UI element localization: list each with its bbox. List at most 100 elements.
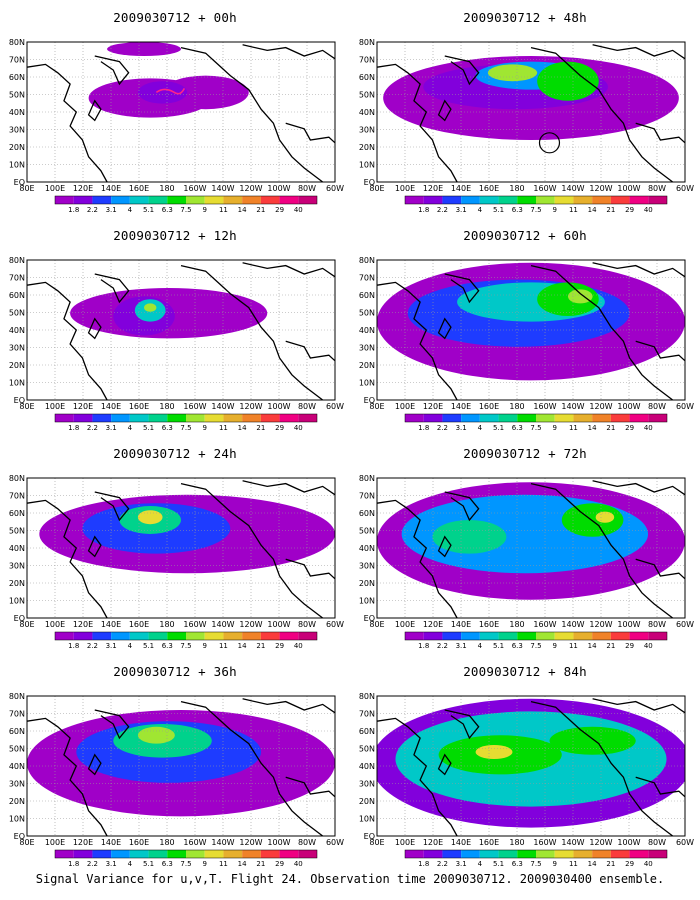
lat-tick-label: 80N: [9, 692, 25, 701]
coastline: [94, 709, 130, 740]
colorbar-swatch: [111, 632, 130, 640]
coastline: [242, 44, 336, 60]
panel-title: 2009030712 + 48h: [463, 10, 587, 25]
lat-tick-label: 10N: [9, 815, 25, 824]
colorbar-label: 4: [128, 206, 133, 214]
colorbar-label: 14: [238, 860, 247, 868]
lon-tick-label: 80E: [369, 620, 384, 629]
lon-tick-label: 140W: [211, 184, 234, 193]
colorbar-label: 11: [219, 424, 228, 432]
lat-tick-label: 70N: [9, 56, 25, 65]
lat-tick-label: EQ: [364, 396, 375, 405]
panel-title: 2009030712 + 12h: [113, 228, 237, 243]
variance-region: [487, 64, 538, 82]
lon-tick-label: 100E: [45, 838, 65, 847]
coastlines: [26, 698, 336, 837]
variance-region: [144, 303, 157, 312]
colorbar-label: 9: [552, 424, 556, 432]
colorbar-swatch: [55, 196, 74, 204]
colorbar-swatch: [186, 850, 205, 858]
panel-title: 2009030712 + 60h: [463, 228, 587, 243]
colorbar-label: 40: [294, 860, 303, 868]
colorbar-label: 11: [219, 642, 228, 650]
colorbar-label: 1.8: [418, 424, 429, 432]
lon-tick-label: 80W: [298, 184, 316, 193]
panel-title: 2009030712 + 84h: [463, 664, 587, 679]
colorbar-swatch: [461, 196, 480, 204]
colorbar-label: 21: [606, 642, 615, 650]
variance-field: [377, 262, 685, 381]
colorbar-swatch: [554, 850, 574, 858]
map-panel: 2009030712 + 48h 80E 100E 120E 140E 160E 180 1…: [355, 0, 695, 218]
lat-tick-label: 80N: [9, 256, 25, 265]
coastline: [437, 753, 452, 776]
lon-tick-label: 140W: [561, 838, 584, 847]
colorbar-label: 29: [625, 860, 634, 868]
lat-tick-label: 60N: [359, 509, 375, 518]
lon-tick-label: 160E: [479, 184, 499, 193]
colorbar-swatch: [111, 196, 130, 204]
colorbar-label: 14: [588, 206, 597, 214]
colorbar-label: 7.5: [180, 860, 191, 868]
lon-tick-label: 160W: [183, 838, 206, 847]
colorbar-swatch: [442, 196, 462, 204]
colorbar-label: 14: [588, 424, 597, 432]
lat-tick-label: EQ: [14, 178, 25, 187]
map-frame: [376, 477, 686, 619]
colorbar-label: 3.1: [106, 206, 117, 214]
colorbar-swatch: [629, 414, 649, 422]
lat-tick-label: 10N: [359, 161, 375, 170]
colorbar-swatch: [573, 632, 593, 640]
colorbar-label: 6.3: [512, 424, 523, 432]
lat-tick-label: 40N: [9, 762, 25, 771]
colorbar-swatch: [517, 632, 536, 640]
colorbar-swatch: [479, 850, 499, 858]
colorbar-label: 21: [256, 424, 265, 432]
lon-tick-label: 100W: [617, 184, 640, 193]
colorbar-swatch: [223, 850, 243, 858]
colorbar-label: 2.2: [87, 860, 98, 868]
colorbar-frame: [54, 195, 318, 205]
coastline: [26, 499, 108, 619]
coastline: [180, 264, 324, 401]
colorbar-swatch: [573, 414, 593, 422]
colorbar-label: 21: [606, 424, 615, 432]
colorbar-frame: [54, 631, 318, 641]
coastline: [635, 340, 686, 362]
colorbar-swatch: [592, 196, 611, 204]
coastlines: [376, 698, 686, 837]
lon-tick-label: 160W: [533, 838, 556, 847]
lat-tick-label: EQ: [14, 396, 25, 405]
lat-tick-label: 20N: [359, 361, 375, 370]
colorbar-swatch: [92, 850, 112, 858]
lat-tick-label: 40N: [359, 544, 375, 553]
colorbar-label: 6.3: [162, 424, 173, 432]
variance-region: [162, 75, 249, 110]
lat-tick-label: 80N: [359, 474, 375, 483]
colorbar-swatch: [405, 632, 424, 640]
colorbar-label: 1.8: [418, 642, 429, 650]
lat-tick-label: 30N: [359, 562, 375, 571]
colorbar-swatch: [55, 414, 74, 422]
colorbar-swatch: [610, 850, 630, 858]
lat-tick-label: 40N: [9, 326, 25, 335]
colorbar-swatch: [242, 414, 261, 422]
variance-region: [561, 503, 624, 537]
coastline: [87, 99, 102, 122]
coastlines: [376, 44, 686, 183]
colorbar-label: 5.1: [143, 642, 154, 650]
coastline: [592, 698, 686, 714]
lon-tick-label: 100E: [395, 838, 415, 847]
coastline: [94, 491, 130, 522]
lat-tick-label: EQ: [364, 614, 375, 623]
lat-tick-label: 70N: [9, 492, 25, 501]
coastline: [437, 535, 452, 558]
lon-tick-label: 60W: [676, 402, 694, 411]
lat-tick-label: 30N: [9, 126, 25, 135]
colorbar-label: 29: [275, 424, 284, 432]
lon-tick-label: 120W: [239, 838, 262, 847]
colorbar-label: 40: [294, 206, 303, 214]
lon-tick-label: 100W: [617, 402, 640, 411]
lon-tick-label: 160E: [129, 402, 149, 411]
coastline: [437, 317, 452, 340]
